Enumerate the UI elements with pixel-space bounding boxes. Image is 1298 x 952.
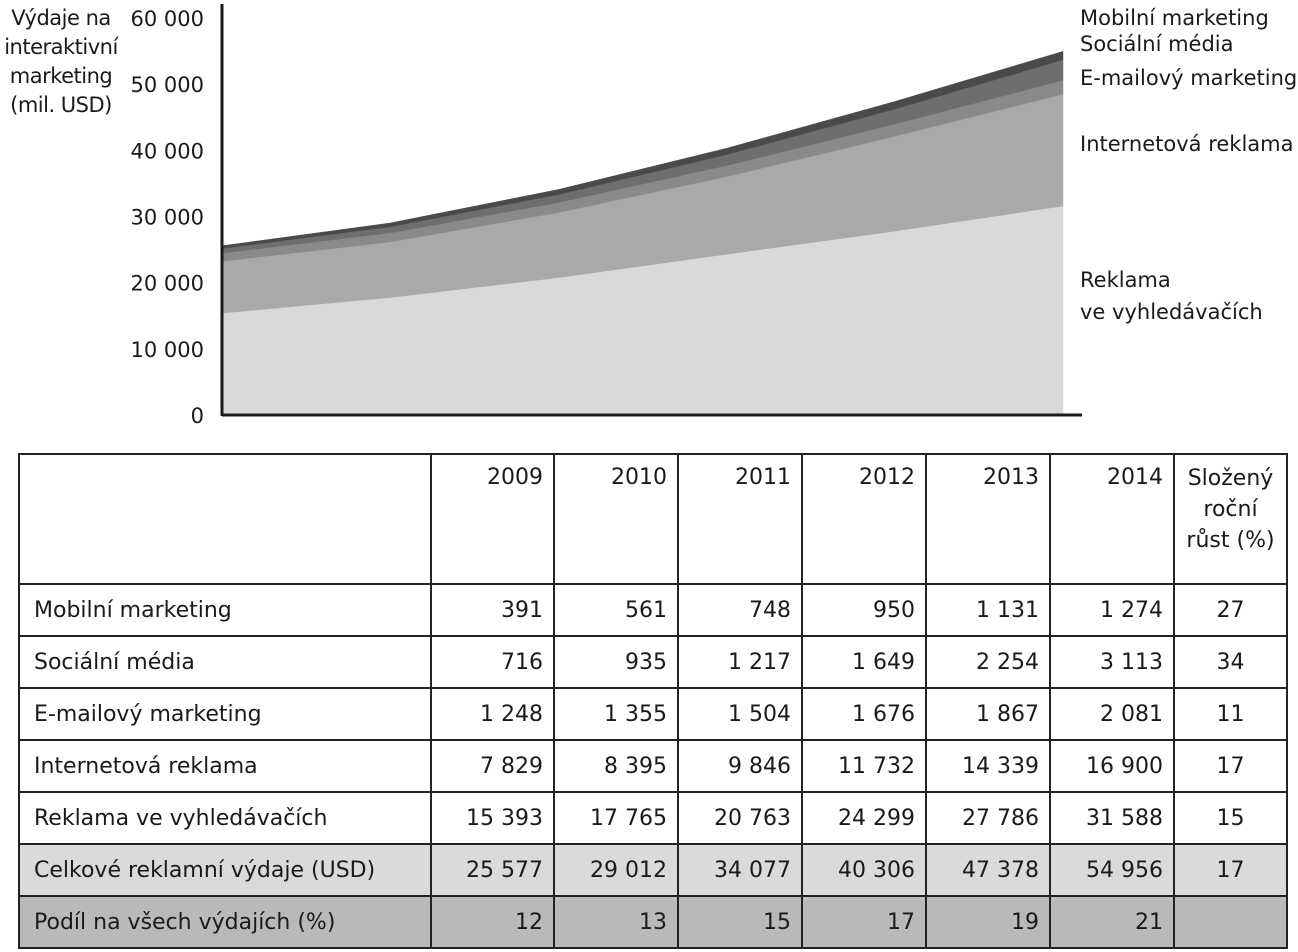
table-cell: 1 676 — [801, 687, 927, 741]
table-cell: 2 254 — [925, 635, 1051, 689]
table-row: Internetová reklama 7 829 8 395 9 846 11 732… — [18, 739, 1288, 793]
table-cell: 1 355 — [553, 687, 679, 741]
table-cell: 935 — [553, 635, 679, 689]
series-label: E-mailový marketing — [1080, 66, 1297, 90]
growth-cell: 15 — [1173, 791, 1288, 845]
y-tick-label: 60 000 — [131, 7, 204, 31]
table-cell: 1 274 — [1049, 583, 1175, 637]
table-cell: 21 — [1049, 895, 1175, 949]
table-cell: 14 339 — [925, 739, 1051, 793]
table-cell: 1 504 — [677, 687, 803, 741]
table-row: Reklama ve vyhledávačích 15 393 17 765 20 7… — [18, 791, 1288, 845]
row-label: Reklama ve vyhledávačích — [18, 791, 432, 845]
table-cell: 15 — [677, 895, 803, 949]
table-cell: 1 867 — [925, 687, 1051, 741]
table-cell: 12 — [430, 895, 555, 949]
table-row: Sociální média 716 935 1 217 1 649 2 254 3 113… — [18, 635, 1288, 689]
table-cell: 716 — [430, 635, 555, 689]
year-header: 2012 — [801, 453, 927, 585]
header-empty-cell — [18, 453, 432, 585]
y-tick-label: 50 000 — [131, 73, 204, 97]
y-axis-title-line: marketing — [9, 64, 113, 88]
table-cell: 16 900 — [1049, 739, 1175, 793]
table-cell: 561 — [553, 583, 679, 637]
table-cell: 17 765 — [553, 791, 679, 845]
series-labels: Reklama ve vyhledávačích Internetová rekla… — [1080, 6, 1297, 324]
data-table: 2009 2010 2011 2012 2013 2014 Složený ro… — [18, 453, 1288, 949]
table-cell: 11 732 — [801, 739, 927, 793]
share-row: Podíl na všech výdajích (%) 12 13 15 17 19 21 — [18, 895, 1288, 949]
y-axis-title: Výdaje na interaktivní marketing (mil. U… — [0, 4, 122, 120]
series-label: Sociální média — [1080, 32, 1234, 56]
table-row: Mobilní marketing 391 561 748 950 1 131 1 274 2… — [18, 583, 1288, 637]
table-cell: 1 217 — [677, 635, 803, 689]
table-cell: 1 649 — [801, 635, 927, 689]
row-label: Internetová reklama — [18, 739, 432, 793]
growth-cell: 17 — [1173, 843, 1288, 897]
y-tick-label: 10 000 — [131, 338, 204, 362]
table-cell: 25 577 — [430, 843, 555, 897]
table-header-row: 2009 2010 2011 2012 2013 2014 Složený ro… — [18, 453, 1288, 585]
table-cell: 15 393 — [430, 791, 555, 845]
table-cell: 748 — [677, 583, 803, 637]
table-body: Mobilní marketing 391 561 748 950 1 131 1 274 2… — [18, 583, 1288, 949]
table-cell: 1 131 — [925, 583, 1051, 637]
table-cell: 2 081 — [1049, 687, 1175, 741]
table-cell: 20 763 — [677, 791, 803, 845]
growth-cell — [1173, 895, 1288, 949]
year-header: 2014 — [1049, 453, 1175, 585]
y-axis-ticks: 60 000 50 000 40 000 30 000 20 000 10 000 0 — [131, 7, 204, 428]
table-cell: 47 378 — [925, 843, 1051, 897]
year-header: 2013 — [925, 453, 1051, 585]
growth-header: Složený roční růst (%) — [1173, 453, 1288, 585]
table-row: E-mailový marketing 1 248 1 355 1 504 1 676 1… — [18, 687, 1288, 741]
row-label: Mobilní marketing — [18, 583, 432, 637]
y-tick-label: 0 — [191, 404, 204, 428]
table-cell: 27 786 — [925, 791, 1051, 845]
table-cell: 9 846 — [677, 739, 803, 793]
table-cell: 950 — [801, 583, 927, 637]
series-label: ve vyhledávačích — [1080, 300, 1263, 324]
series-label: Internetová reklama — [1080, 132, 1294, 156]
table-cell: 7 829 — [430, 739, 555, 793]
table-cell: 8 395 — [553, 739, 679, 793]
stacked-area-chart: 60 000 50 000 40 000 30 000 20 000 10 000 0 Re… — [131, 4, 1297, 428]
y-axis-title-line: interaktivní — [4, 35, 118, 59]
series-label: Reklama — [1080, 268, 1171, 292]
chart-areas — [221, 51, 1064, 416]
table-cell: 3 113 — [1049, 635, 1175, 689]
table-cell: 1 248 — [430, 687, 555, 741]
row-label: Celkové reklamní výdaje (USD) — [18, 843, 432, 897]
y-tick-label: 30 000 — [131, 206, 204, 230]
row-label: Podíl na všech výdajích (%) — [18, 895, 432, 949]
table-cell: 34 077 — [677, 843, 803, 897]
table-cell: 391 — [430, 583, 555, 637]
growth-cell: 11 — [1173, 687, 1288, 741]
growth-cell: 34 — [1173, 635, 1288, 689]
table-cell: 31 588 — [1049, 791, 1175, 845]
row-label: Sociální média — [18, 635, 432, 689]
table-cell: 54 956 — [1049, 843, 1175, 897]
table-cell: 13 — [553, 895, 679, 949]
y-tick-label: 20 000 — [131, 272, 204, 296]
total-row: Celkové reklamní výdaje (USD) 25 577 29 01… — [18, 843, 1288, 897]
series-label: Mobilní marketing — [1080, 6, 1269, 30]
row-label: E-mailový marketing — [18, 687, 432, 741]
growth-cell: 27 — [1173, 583, 1288, 637]
table-cell: 29 012 — [553, 843, 679, 897]
growth-cell: 17 — [1173, 739, 1288, 793]
table-cell: 19 — [925, 895, 1051, 949]
y-axis-title-line: (mil. USD) — [10, 93, 112, 117]
table-cell: 24 299 — [801, 791, 927, 845]
year-header: 2011 — [677, 453, 803, 585]
year-header: 2009 — [430, 453, 555, 585]
table-cell: 40 306 — [801, 843, 927, 897]
y-tick-label: 40 000 — [131, 139, 204, 163]
area-series — [221, 51, 1064, 249]
year-header: 2010 — [553, 453, 679, 585]
table-cell: 17 — [801, 895, 927, 949]
y-axis-title-line: Výdaje na — [11, 6, 111, 30]
